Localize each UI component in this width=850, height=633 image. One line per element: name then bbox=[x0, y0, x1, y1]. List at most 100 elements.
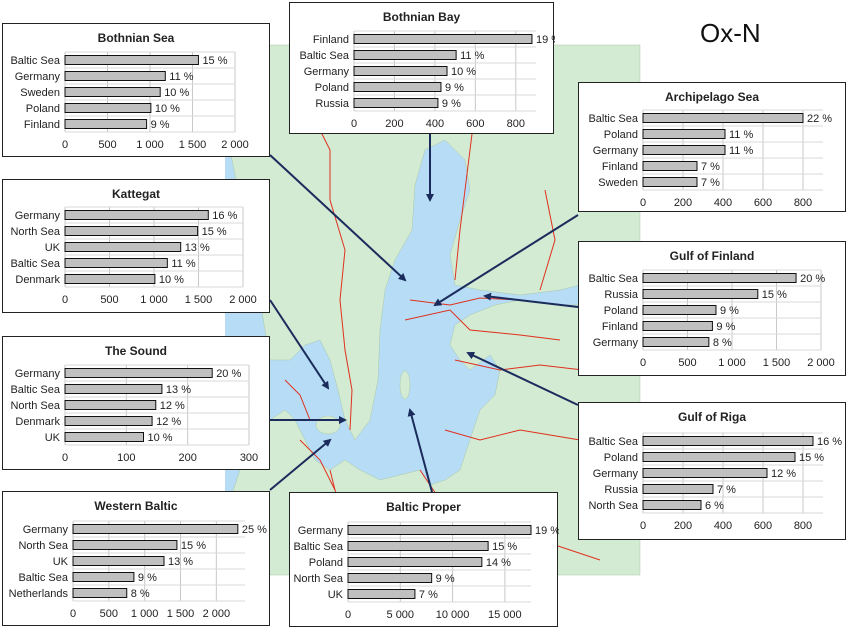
bar bbox=[64, 416, 153, 426]
category-label: Russia bbox=[604, 289, 639, 301]
data-label: 10 % bbox=[155, 103, 180, 115]
x-tick-label: 0 bbox=[62, 452, 68, 464]
bar bbox=[64, 368, 213, 378]
data-label: 11 % bbox=[729, 129, 753, 141]
category-label: Germany bbox=[593, 337, 639, 349]
chart-western-baltic: 0 500 1 000 1 500 2 000 Germany 25 % North Sea 1… bbox=[9, 520, 267, 620]
bar bbox=[347, 541, 489, 551]
arrow-bothnian-sea bbox=[269, 154, 407, 282]
category-label: Sweden bbox=[20, 87, 60, 99]
bar bbox=[642, 468, 768, 478]
bar bbox=[64, 210, 209, 220]
x-tick-label: 800 bbox=[507, 118, 525, 130]
bar bbox=[72, 540, 178, 550]
data-label: 8 % bbox=[713, 337, 732, 349]
data-label: 20 % bbox=[800, 273, 825, 285]
x-tick-label: 0 bbox=[351, 118, 357, 130]
category-label: Finland bbox=[24, 119, 60, 131]
arrow-baltic-proper bbox=[407, 408, 433, 493]
x-tick-label: 5 000 bbox=[387, 609, 415, 621]
chart-title: Western Baltic bbox=[94, 499, 178, 513]
x-tick-label: 2 000 bbox=[807, 357, 835, 369]
x-tick-label: 1 500 bbox=[763, 357, 791, 369]
category-label: North Sea bbox=[10, 226, 60, 238]
category-label: Denmark bbox=[15, 274, 60, 286]
x-tick-label: 0 bbox=[640, 197, 646, 209]
x-tick-label: 0 bbox=[640, 357, 646, 369]
category-label: Finland bbox=[602, 321, 638, 333]
bar bbox=[64, 432, 145, 442]
chart-bothnian-sea: 0 500 1 000 1 500 2 000 Baltic Sea 15 % Germany… bbox=[10, 51, 249, 151]
chart-title: Baltic Proper bbox=[386, 500, 461, 514]
chart-gulf-of-finland: 0 500 1 000 1 500 2 000 Baltic Sea 20 % Russia 1… bbox=[588, 269, 835, 369]
bar bbox=[642, 321, 713, 331]
data-label: 10 % bbox=[164, 87, 189, 99]
bar bbox=[64, 226, 199, 236]
bar bbox=[642, 113, 804, 123]
x-tick-label: 400 bbox=[714, 520, 732, 532]
x-tick-label: 2 000 bbox=[221, 139, 249, 151]
bar bbox=[353, 98, 439, 108]
data-label: 7 % bbox=[419, 589, 438, 601]
x-tick-label: 400 bbox=[714, 197, 732, 209]
arrow-western-baltic bbox=[269, 438, 332, 491]
data-label: 9 % bbox=[442, 98, 461, 110]
bar bbox=[347, 573, 433, 583]
bar bbox=[353, 66, 448, 76]
category-label: Denmark bbox=[15, 416, 60, 428]
category-label: Germany bbox=[15, 368, 61, 380]
category-label: Netherlands bbox=[9, 588, 69, 600]
bar bbox=[64, 103, 152, 113]
category-label: Baltic Sea bbox=[293, 541, 343, 553]
x-tick-label: 500 bbox=[100, 608, 118, 620]
arrow-kattegat bbox=[269, 299, 330, 390]
chart-title: Archipelago Sea bbox=[664, 90, 760, 104]
category-label: Poland bbox=[315, 82, 349, 94]
arrow-gulf-of-riga bbox=[466, 351, 579, 406]
data-label: 11 % bbox=[729, 145, 753, 157]
x-tick-label: 0 bbox=[640, 520, 646, 532]
panel-kattegat: Kattegat 0 500 1 000 1 500 2 000 Germany 16 % N… bbox=[2, 179, 270, 313]
x-tick-label: 2 000 bbox=[229, 294, 257, 306]
data-label: 7 % bbox=[701, 177, 720, 189]
bar bbox=[642, 337, 710, 347]
bar bbox=[642, 273, 797, 283]
category-label: Poland bbox=[604, 452, 638, 464]
data-label: 9 % bbox=[436, 573, 455, 585]
x-tick-label: 1 000 bbox=[136, 139, 164, 151]
x-tick-label: 1 500 bbox=[179, 139, 207, 151]
data-label: 10 % bbox=[159, 274, 184, 286]
x-tick-label: 0 bbox=[345, 609, 351, 621]
data-label: 15 % bbox=[181, 540, 206, 552]
panel-archipelago-sea: Archipelago Sea 0 200 400 600 800 Baltic Sea 2… bbox=[578, 82, 846, 212]
x-tick-label: 600 bbox=[754, 520, 772, 532]
x-tick-label: 1 500 bbox=[185, 294, 213, 306]
chart-gulf-of-riga: 0 200 400 600 800 Baltic Sea 16 % Poland 15 % Ger… bbox=[588, 432, 842, 532]
bar bbox=[642, 436, 814, 446]
chart-title: The Sound bbox=[105, 344, 167, 358]
category-label: Russia bbox=[315, 98, 350, 110]
category-label: Germany bbox=[593, 468, 639, 480]
bar bbox=[642, 145, 726, 155]
bar bbox=[353, 34, 533, 44]
data-label: 15 % bbox=[202, 55, 227, 67]
x-tick-label: 1 500 bbox=[167, 608, 195, 620]
bar bbox=[347, 525, 532, 535]
bar bbox=[72, 556, 165, 566]
bar bbox=[64, 384, 163, 394]
chart-title: Gulf of Riga bbox=[678, 410, 746, 424]
chart-the-sound: 0 100 200 300 Germany 20 % Baltic Sea 13 % North… bbox=[10, 364, 258, 464]
chart-archipelago-sea: 0 200 400 600 800 Baltic Sea 22 % Poland 11 % Ger… bbox=[588, 109, 832, 209]
category-label: Germany bbox=[304, 66, 350, 78]
category-label: Poland bbox=[309, 557, 343, 569]
panel-bothnian-sea: Bothnian Sea 0 500 1 000 1 500 2 000 Baltic S… bbox=[2, 23, 270, 157]
data-label: 15 % bbox=[799, 452, 824, 464]
category-label: Baltic Sea bbox=[588, 113, 638, 125]
chart-title: Bothnian Sea bbox=[97, 31, 175, 45]
bar bbox=[642, 129, 726, 139]
category-label: Germany bbox=[23, 524, 69, 536]
bar bbox=[72, 572, 135, 582]
bar bbox=[642, 452, 796, 462]
